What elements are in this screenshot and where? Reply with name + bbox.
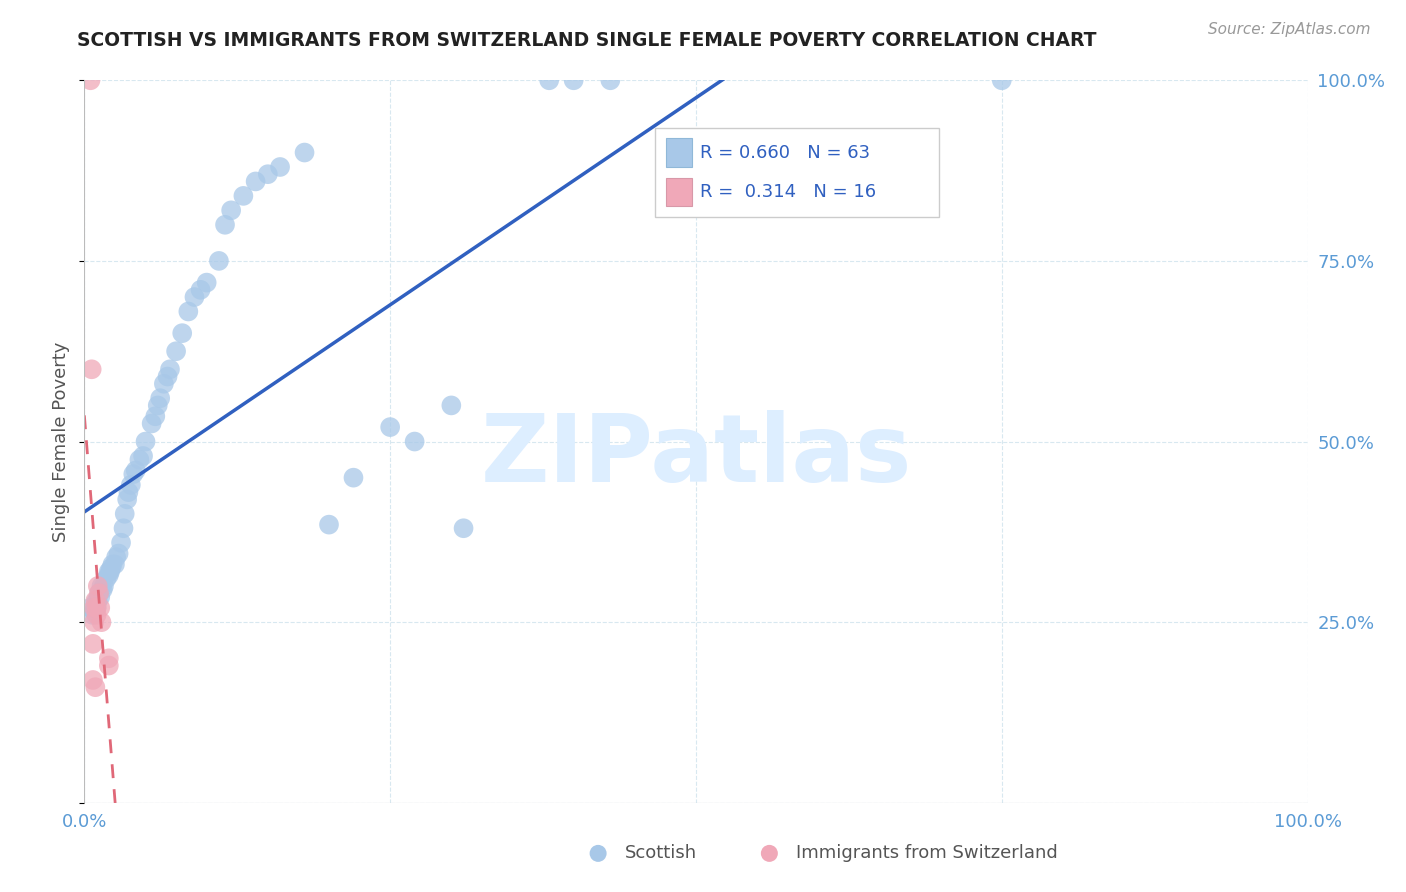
Point	[89, 590, 111, 604]
Point	[96, 572, 118, 586]
Point	[86, 607, 108, 622]
Point	[440, 398, 463, 412]
Point	[141, 417, 163, 431]
Point	[83, 615, 105, 630]
Text: ZIPatlas: ZIPatlas	[481, 410, 911, 502]
Point	[991, 73, 1014, 87]
Text: Source: ZipAtlas.com: Source: ZipAtlas.com	[1208, 22, 1371, 37]
Point	[143, 409, 166, 424]
Point	[125, 463, 148, 477]
Point	[214, 218, 236, 232]
Point	[269, 160, 291, 174]
Point	[90, 615, 112, 630]
Point	[80, 362, 103, 376]
Y-axis label: Single Female Poverty: Single Female Poverty	[52, 342, 70, 541]
Point	[93, 579, 115, 593]
Point	[453, 521, 475, 535]
Point	[110, 535, 132, 549]
Point	[86, 600, 108, 615]
Point	[153, 376, 176, 391]
Point	[562, 73, 585, 87]
Point	[219, 203, 242, 218]
Point	[86, 600, 108, 615]
Point	[318, 517, 340, 532]
Point	[87, 593, 110, 607]
Text: R =  0.314   N = 16: R = 0.314 N = 16	[700, 183, 876, 201]
Point	[122, 467, 145, 481]
Point	[79, 600, 101, 615]
Point	[172, 326, 194, 340]
Point	[245, 174, 267, 188]
Point	[190, 283, 212, 297]
Point	[82, 637, 104, 651]
Point	[104, 558, 127, 572]
Point	[97, 651, 120, 665]
Point	[87, 586, 110, 600]
Point	[135, 434, 157, 449]
Point	[86, 597, 108, 611]
Point	[115, 492, 138, 507]
Point	[117, 485, 139, 500]
Point	[82, 673, 104, 687]
Point	[107, 547, 129, 561]
Text: SCOTTISH VS IMMIGRANTS FROM SWITZERLAND SINGLE FEMALE POVERTY CORRELATION CHART: SCOTTISH VS IMMIGRANTS FROM SWITZERLAND …	[77, 31, 1097, 50]
Point	[97, 568, 120, 582]
Point	[79, 73, 101, 87]
Point	[105, 550, 128, 565]
Point	[586, 847, 609, 861]
Point	[101, 558, 124, 572]
Text: Scottish: Scottish	[626, 845, 697, 863]
Point	[114, 507, 136, 521]
Text: Immigrants from Switzerland: Immigrants from Switzerland	[796, 845, 1059, 863]
Point	[86, 593, 108, 607]
Point	[128, 452, 150, 467]
Point	[232, 189, 254, 203]
Point	[100, 561, 122, 575]
Point	[177, 304, 200, 318]
Point	[83, 604, 105, 618]
Point	[87, 579, 110, 593]
Point	[84, 593, 107, 607]
Point	[195, 276, 218, 290]
Point	[146, 398, 169, 412]
Point	[149, 391, 172, 405]
Point	[404, 434, 426, 449]
Point	[208, 253, 231, 268]
Point	[538, 73, 561, 87]
Point	[257, 167, 280, 181]
Point	[380, 420, 402, 434]
Point	[156, 369, 179, 384]
Point	[159, 362, 181, 376]
Point	[294, 145, 316, 160]
Point	[97, 565, 120, 579]
Point	[91, 582, 114, 597]
Point	[342, 470, 364, 484]
Point	[89, 600, 111, 615]
Point	[98, 565, 121, 579]
Point	[165, 344, 187, 359]
Point	[112, 521, 135, 535]
Point	[83, 600, 105, 615]
Point	[132, 449, 155, 463]
Point	[90, 579, 112, 593]
Point	[84, 680, 107, 694]
Point	[82, 607, 104, 622]
Point	[120, 478, 142, 492]
Point	[97, 658, 120, 673]
Point	[87, 586, 110, 600]
Text: R = 0.660   N = 63: R = 0.660 N = 63	[700, 144, 870, 161]
Point	[599, 73, 621, 87]
Point	[183, 290, 205, 304]
Point	[758, 847, 780, 861]
